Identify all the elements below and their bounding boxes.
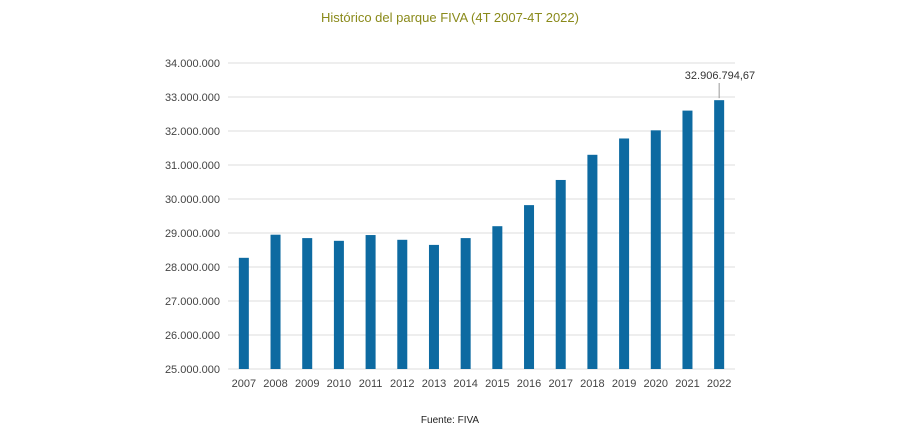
bar-2012: [397, 239, 408, 369]
y-tick-label: 27.000.000: [165, 296, 220, 308]
x-tick-label: 2012: [390, 378, 414, 390]
x-tick-label: 2013: [422, 378, 446, 390]
y-tick-label: 28.000.000: [165, 262, 220, 274]
bar-2022: [714, 100, 725, 370]
x-tick-label: 2008: [263, 378, 287, 390]
bar-2019: [619, 138, 630, 369]
x-tick-label: 2015: [485, 378, 509, 390]
x-tick-label: 2014: [453, 378, 477, 390]
y-axis-ticks: 25.000.000 26.000.000 27.000.000 28.000.000…: [165, 58, 220, 376]
bar-2016: [524, 205, 535, 369]
y-tick-label: 30.000.000: [165, 194, 220, 206]
bar-2011: [365, 235, 376, 369]
x-tick-label: 2007: [232, 378, 256, 390]
x-tick-label: 2009: [295, 378, 319, 390]
bar-2020: [650, 130, 661, 369]
annotations: 32.906.794,67: [685, 70, 755, 99]
bar-2017: [555, 179, 566, 369]
x-tick-label: 2022: [707, 378, 731, 390]
y-tick-label: 31.000.000: [165, 160, 220, 172]
y-tick-label: 34.000.000: [165, 58, 220, 70]
y-tick-label: 29.000.000: [165, 228, 220, 240]
x-tick-label: 2021: [675, 378, 699, 390]
chart-title: Histórico del parque FIVA (4T 2007-4T 20…: [321, 10, 579, 25]
x-tick-label: 2010: [327, 378, 351, 390]
bar-2010: [333, 240, 344, 369]
bar-2015: [492, 226, 503, 369]
y-tick-label: 26.000.000: [165, 330, 220, 342]
y-tick-label: 33.000.000: [165, 92, 220, 104]
y-tick-label: 25.000.000: [165, 364, 220, 376]
bar-2014: [460, 238, 471, 369]
data-label-2022: 32.906.794,67: [685, 70, 755, 82]
x-tick-label: 2016: [517, 378, 541, 390]
bar-2018: [587, 154, 598, 369]
bars: [238, 100, 725, 370]
x-tick-label: 2020: [644, 378, 668, 390]
x-axis-ticks: 2007 2008 2009 2010 2011 2012 2013 2014 2015 2016…: [232, 378, 732, 390]
x-tick-label: 2019: [612, 378, 636, 390]
bar-2009: [302, 238, 313, 369]
bar-2013: [428, 244, 439, 369]
x-tick-label: 2011: [359, 378, 383, 390]
bar-2007: [238, 257, 249, 369]
gridlines: [228, 62, 735, 370]
y-tick-label: 32.000.000: [165, 126, 220, 138]
chart-source: Fuente: FIVA: [420, 415, 480, 426]
x-tick-label: 2017: [548, 378, 572, 390]
x-tick-label: 2018: [580, 378, 604, 390]
bar-2021: [682, 110, 693, 369]
bar-2008: [270, 234, 281, 369]
